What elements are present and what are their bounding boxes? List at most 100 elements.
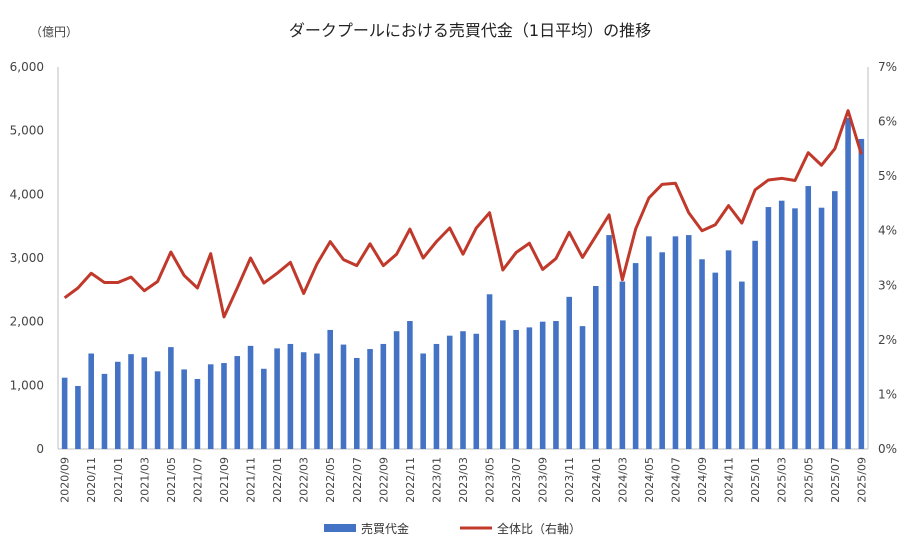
x-tick-label: 2024/11: [723, 457, 736, 503]
bar: [221, 363, 227, 449]
bar: [446, 335, 453, 449]
bar: [739, 281, 745, 449]
bar: [579, 326, 586, 449]
bar: [699, 259, 705, 449]
x-tick-label: 2022/05: [324, 457, 337, 503]
bar: [261, 368, 267, 449]
bar: [832, 191, 838, 449]
x-tick-label: 2025/09: [855, 457, 868, 503]
bar: [606, 235, 612, 449]
y-left-tick-label: 5,000: [10, 124, 44, 138]
x-tick-label: 2021/09: [218, 457, 231, 503]
bar: [486, 294, 493, 449]
bar: [646, 236, 652, 449]
x-tick-label: 2020/09: [59, 457, 72, 503]
bar: [553, 321, 559, 449]
bar: [792, 208, 798, 449]
bar: [805, 186, 812, 449]
y-right-tick-label: 4%: [878, 224, 897, 238]
y-right-tick-label: 1%: [878, 387, 897, 401]
bar-series: [61, 117, 865, 450]
x-tick-label: 2024/07: [669, 457, 682, 503]
y-left-tick-label: 0: [36, 442, 44, 456]
bar: [539, 321, 546, 449]
bar: [473, 333, 480, 449]
x-tick-label: 2023/07: [510, 457, 523, 503]
x-tick-label: 2021/03: [138, 457, 151, 503]
bar: [526, 327, 533, 449]
bar: [619, 281, 626, 449]
chart-title: ダークプールにおける売買代金（1日平均）の推移: [289, 21, 651, 40]
y-right-tick-label: 3%: [878, 278, 897, 292]
x-tick-label: 2023/03: [457, 457, 470, 503]
bar: [500, 320, 506, 449]
bar: [818, 207, 825, 449]
bar: [340, 344, 347, 449]
bar: [101, 373, 108, 449]
bar: [128, 354, 134, 449]
bar: [247, 345, 254, 449]
y-left-ticks: 0 1,000 2,000 3,000 4,000 5,000 6,000: [10, 60, 44, 456]
bar: [274, 348, 280, 449]
y-left-tick-label: 6,000: [10, 60, 44, 74]
bar: [207, 364, 214, 449]
bar: [367, 349, 373, 449]
y-right-ticks: 0% 1% 2% 3% 4% 5% 6% 7%: [878, 60, 897, 456]
x-tick-label: 2025/05: [802, 457, 815, 503]
x-tick-label: 2024/03: [616, 457, 629, 503]
x-tick-label: 2021/05: [165, 457, 178, 503]
y-left-tick-label: 2,000: [10, 315, 44, 329]
bar: [353, 357, 360, 449]
x-tick-label: 2025/03: [776, 457, 789, 503]
bar: [752, 240, 758, 449]
bar: [114, 361, 121, 449]
x-tick-label: 2024/09: [696, 457, 709, 503]
x-tick-label: 2022/11: [404, 457, 417, 503]
x-tick-label: 2024/01: [590, 457, 603, 503]
bar: [420, 353, 426, 449]
x-tick-label: 2022/09: [377, 457, 390, 503]
line-series: [63, 109, 863, 319]
legend-swatch-bar: [324, 524, 356, 532]
x-tick-label: 2020/11: [85, 457, 98, 503]
bar: [61, 377, 68, 449]
bar: [632, 263, 639, 449]
bar: [141, 357, 148, 449]
bar: [287, 343, 294, 449]
bar: [460, 331, 466, 449]
bar: [327, 329, 333, 449]
legend-label-line: 全体比（右軸）: [497, 521, 581, 536]
legend-label-bar: 売買代金: [361, 521, 409, 536]
y-left-unit-label: （億円）: [30, 25, 78, 39]
bar: [778, 200, 785, 449]
bar: [685, 235, 692, 449]
bar: [725, 250, 732, 449]
bar: [393, 331, 400, 449]
y-left-tick-label: 1,000: [10, 378, 44, 392]
legend: 売買代金 全体比（右軸）: [324, 521, 581, 536]
x-tick-label: 2021/07: [191, 457, 204, 503]
y-right-tick-label: 7%: [878, 60, 897, 74]
bar: [88, 353, 94, 449]
x-tick-label: 2021/11: [245, 457, 258, 503]
x-tick-label: 2022/01: [271, 457, 284, 503]
x-tick-label: 2021/01: [112, 457, 125, 503]
bar: [314, 353, 320, 449]
bar: [407, 321, 413, 449]
x-tick-label: 2025/01: [749, 457, 762, 503]
x-ticks: 2020/09 2020/11 2021/01 2021/03 2021/05 2021/…: [59, 457, 869, 503]
bar: [433, 343, 440, 449]
bar: [845, 117, 851, 450]
bar: [75, 385, 81, 449]
bar: [300, 352, 307, 449]
bar: [513, 329, 519, 449]
bar: [380, 343, 387, 449]
x-tick-label: 2023/05: [484, 457, 497, 503]
x-tick-label: 2022/03: [298, 457, 311, 503]
bar: [194, 378, 201, 449]
bar: [168, 347, 174, 449]
x-tick-label: 2023/01: [430, 457, 443, 503]
bar: [858, 138, 865, 449]
x-tick-label: 2023/11: [563, 457, 576, 503]
